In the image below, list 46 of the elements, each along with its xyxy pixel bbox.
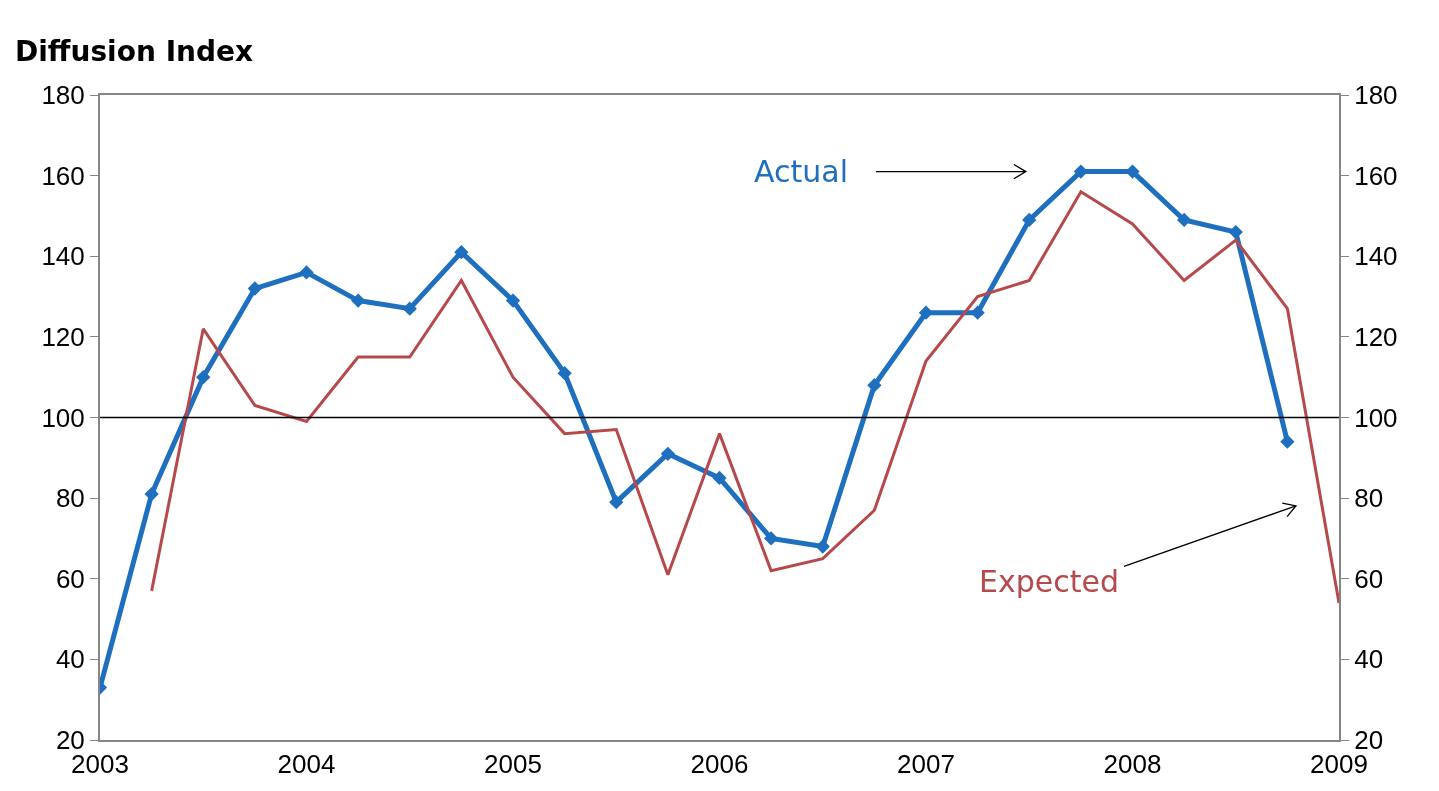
point: [1228, 224, 1243, 240]
y-tick-label: 140: [41, 241, 85, 272]
y-tick-label: 180: [41, 80, 85, 111]
point: [247, 281, 263, 296]
point: [299, 265, 314, 280]
x-tick-label: 2005: [484, 749, 542, 780]
line-series: [150, 190, 1339, 605]
point: [918, 305, 934, 320]
point: [712, 470, 727, 486]
point: [196, 370, 211, 385]
y-tick-label: 40: [55, 644, 85, 675]
point: [815, 539, 830, 554]
y2-tick-label: 100: [1354, 402, 1398, 433]
point: [1022, 212, 1037, 228]
point: [557, 366, 572, 381]
y-tick-label: 120: [41, 321, 85, 352]
x-tick-label: 2008: [1103, 749, 1162, 780]
y2-tick-label: 80: [1354, 483, 1384, 514]
x-tick-label: 2004: [277, 749, 336, 780]
y2-tick-label: 140: [1354, 241, 1398, 272]
y2-tick-label: 120: [1354, 321, 1398, 352]
y2-tick-label: 40: [1354, 644, 1384, 675]
y-tick-label: 80: [55, 483, 85, 514]
point: [867, 378, 882, 393]
y2-tick-label: 60: [1354, 563, 1384, 594]
text: Actual: [754, 154, 848, 189]
point: [660, 446, 676, 461]
x-tick-label: 2007: [897, 749, 955, 780]
point: [402, 301, 417, 316]
point: [609, 495, 624, 510]
x-tick-label: 2006: [690, 749, 749, 780]
point: [1176, 212, 1192, 228]
point: [1280, 434, 1295, 449]
y2-tick-label: 160: [1354, 160, 1398, 191]
y-axis-title: Diffusion Index: [15, 35, 254, 68]
point: [763, 531, 779, 546]
y-tick-label: 160: [41, 160, 85, 191]
y-tick-label: 100: [41, 402, 85, 433]
point: [454, 245, 469, 260]
point: [970, 305, 985, 320]
point: [505, 293, 521, 308]
point: [144, 486, 159, 502]
y-tick-label: 60: [55, 563, 85, 594]
point: [350, 293, 366, 308]
text: Expected: [979, 564, 1119, 599]
y2-tick-label: 180: [1354, 80, 1398, 111]
